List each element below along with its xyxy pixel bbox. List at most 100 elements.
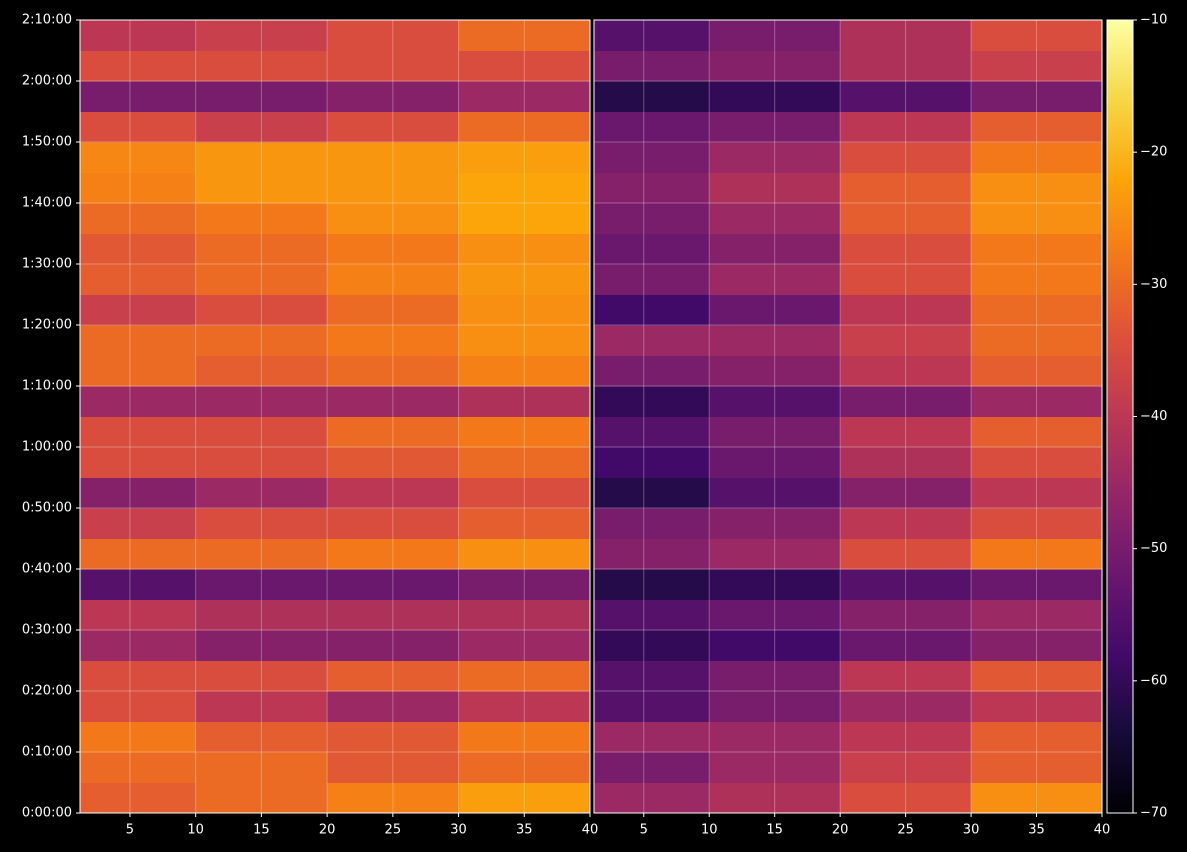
heatmap-cell bbox=[327, 386, 460, 417]
heatmap-cell bbox=[971, 50, 1102, 82]
heatmap-cell bbox=[709, 538, 841, 570]
heatmap-cell bbox=[971, 569, 1102, 600]
heatmap-cell bbox=[327, 599, 460, 631]
heatmap-cell bbox=[971, 81, 1102, 112]
x-tick-label: 25 bbox=[897, 823, 914, 838]
heatmap-cell bbox=[195, 416, 328, 448]
heatmap-cell bbox=[709, 782, 841, 813]
heatmap-cell bbox=[840, 355, 972, 387]
heatmap-cell bbox=[594, 203, 710, 234]
heatmap-cell bbox=[458, 294, 590, 326]
heatmap-cell bbox=[594, 111, 710, 143]
heatmap-cell bbox=[80, 142, 197, 173]
x-tick-label: 5 bbox=[126, 823, 134, 838]
heatmap-cell bbox=[709, 50, 841, 82]
heatmap-cell bbox=[709, 264, 841, 295]
heatmap-cell bbox=[458, 416, 590, 448]
heatmap-cell bbox=[709, 294, 841, 326]
plot-frame bbox=[593, 19, 1103, 814]
heatmap-cell bbox=[327, 691, 460, 722]
heatmap-cell bbox=[458, 569, 590, 600]
heatmap-cell bbox=[709, 81, 841, 112]
heatmap-cell bbox=[195, 111, 328, 143]
heatmap-cell bbox=[458, 355, 590, 387]
heatmap-cell bbox=[80, 20, 197, 51]
heatmap-cell bbox=[195, 508, 328, 539]
heatmap-cell bbox=[971, 355, 1102, 387]
heatmap-cell bbox=[195, 660, 328, 692]
heatmap-cell bbox=[80, 599, 197, 631]
heatmap-cell bbox=[709, 142, 841, 173]
heatmap-cell bbox=[709, 660, 841, 692]
heatmap-cell bbox=[327, 660, 460, 692]
heatmap-cell bbox=[971, 264, 1102, 295]
y-tick-label: 0:10:00 bbox=[22, 745, 72, 760]
y-tick-label: 0:40:00 bbox=[22, 562, 72, 577]
heatmap-cell bbox=[195, 172, 328, 204]
x-tick-label: 30 bbox=[963, 823, 980, 838]
heatmap-cell bbox=[971, 508, 1102, 539]
heatmap-cell bbox=[80, 477, 197, 509]
heatmap-cell bbox=[195, 447, 328, 478]
y-tick-label: 1:10:00 bbox=[22, 379, 72, 394]
heatmap-cell bbox=[327, 111, 460, 143]
heatmap-cell bbox=[195, 294, 328, 326]
colorbar-tick-label: −10 bbox=[1140, 13, 1167, 28]
heatmap-cell bbox=[594, 599, 710, 631]
heatmap-cell bbox=[840, 233, 972, 265]
heatmap-cell bbox=[594, 325, 710, 356]
heatmap-cell bbox=[594, 20, 710, 51]
heatmap-cell bbox=[840, 630, 972, 661]
heatmap-cell bbox=[971, 721, 1102, 753]
heatmap-cell bbox=[327, 50, 460, 82]
heatmap-cell bbox=[594, 386, 710, 417]
heatmap-cell bbox=[594, 782, 710, 813]
y-tick-label: 2:10:00 bbox=[22, 13, 72, 28]
heatmap-cell bbox=[594, 508, 710, 539]
heatmap-cell bbox=[458, 20, 590, 51]
heatmap-cell bbox=[327, 477, 460, 509]
heatmap-cell bbox=[594, 81, 710, 112]
heatmap-cell bbox=[458, 752, 590, 783]
heatmap-cell bbox=[327, 203, 460, 234]
heatmap-cell bbox=[971, 20, 1102, 51]
heatmap-cell bbox=[971, 172, 1102, 204]
x-tick-label: 10 bbox=[701, 823, 718, 838]
heatmap-cell bbox=[195, 81, 328, 112]
colorbar-tick-label: −50 bbox=[1140, 541, 1167, 556]
heatmap-cell bbox=[458, 447, 590, 478]
heatmap-cell bbox=[971, 203, 1102, 234]
heatmap-cell bbox=[327, 355, 460, 387]
x-tick-label: 15 bbox=[766, 823, 783, 838]
y-tick-label: 1:40:00 bbox=[22, 196, 72, 211]
x-tick-label: 15 bbox=[253, 823, 270, 838]
heatmap-cell bbox=[327, 264, 460, 295]
heatmap-cell bbox=[458, 264, 590, 295]
colorbar-tick-label: −20 bbox=[1140, 145, 1167, 160]
heatmap-cell bbox=[971, 111, 1102, 143]
heatmap-cell bbox=[971, 142, 1102, 173]
x-tick-label: 5 bbox=[640, 823, 648, 838]
heatmap-cell bbox=[709, 569, 841, 600]
heatmap-cell bbox=[458, 477, 590, 509]
heatmap-cell bbox=[458, 508, 590, 539]
heatmap-cell bbox=[458, 386, 590, 417]
heatmap-cell bbox=[327, 508, 460, 539]
heatmap-cell bbox=[594, 721, 710, 753]
heatmap-cell bbox=[195, 477, 328, 509]
heatmap-cell bbox=[709, 477, 841, 509]
y-tick-label: 1:30:00 bbox=[22, 257, 72, 272]
heatmap-cell bbox=[709, 447, 841, 478]
heatmap-cell bbox=[971, 599, 1102, 631]
heatmap-cell bbox=[971, 782, 1102, 813]
heatmap-cell bbox=[971, 477, 1102, 509]
heatmap-cell bbox=[971, 752, 1102, 783]
heatmap-cell bbox=[195, 630, 328, 661]
heatmap-cell bbox=[840, 111, 972, 143]
x-tick-label: 40 bbox=[1094, 823, 1111, 838]
heatmap-cell bbox=[458, 660, 590, 692]
heatmap-cell bbox=[458, 203, 590, 234]
heatmap-cell bbox=[195, 691, 328, 722]
heatmap-cell bbox=[971, 660, 1102, 692]
heatmap-cell bbox=[594, 752, 710, 783]
